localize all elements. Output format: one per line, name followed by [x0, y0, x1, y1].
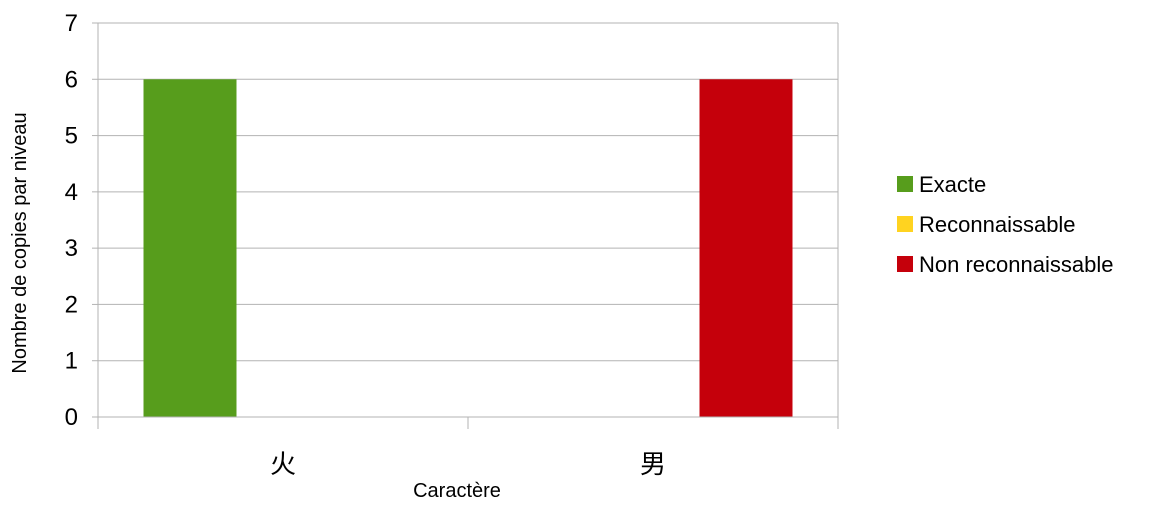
legend-label: Exacte: [919, 172, 986, 197]
legend: Exacte Reconnaissable Non reconnaissable: [897, 172, 1113, 277]
y-axis-title: Nombre de copies par niveau: [9, 112, 31, 373]
x-category-label: 火: [270, 450, 296, 480]
x-category-label: 男: [640, 450, 666, 480]
y-tick-label: 0: [65, 404, 78, 431]
legend-swatch: [897, 176, 913, 192]
y-tick-label: 5: [65, 123, 78, 150]
y-tick-label: 7: [65, 10, 78, 37]
y-tick-label: 2: [65, 291, 78, 318]
bars: [143, 79, 793, 418]
legend-label: Non reconnaissable: [919, 252, 1113, 277]
axes: [92, 22, 839, 429]
bar: [143, 79, 237, 418]
y-tick-label: 4: [65, 179, 78, 206]
bar: [699, 79, 793, 418]
legend-swatch: [897, 256, 913, 272]
legend-label: Reconnaissable: [919, 212, 1076, 237]
x-category-labels: 火男: [270, 450, 666, 480]
legend-swatch: [897, 216, 913, 232]
y-tick-labels: 0 1 2 3 4 5 6 7: [65, 10, 78, 431]
x-axis-title: Caractère: [413, 480, 501, 502]
y-tick-label: 1: [65, 348, 78, 375]
y-tick-label: 3: [65, 235, 78, 262]
y-tick-label: 6: [65, 66, 78, 93]
